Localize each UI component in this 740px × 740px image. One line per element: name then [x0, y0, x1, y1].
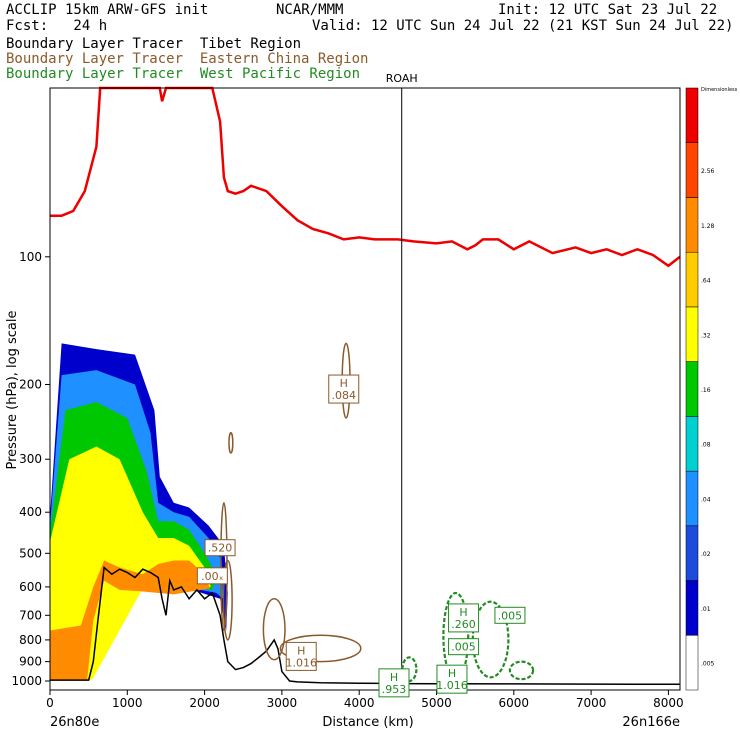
contour-loop-5 — [228, 432, 234, 454]
colorbar-segment-4 — [685, 416, 699, 472]
contour-label-ec-h-lower-line-1: 1.016 — [285, 656, 317, 669]
y-tick-label-4: 500 — [19, 546, 42, 560]
contour-label-box-ec-h-lower — [285, 641, 317, 671]
y-tick-label-2: 300 — [19, 452, 42, 466]
x-tick-label-5: 5000 — [421, 696, 452, 710]
contour-label-wp-005b-line-0: .005 — [451, 641, 476, 654]
colorbar-segment-3 — [685, 470, 699, 527]
x-tick-label-8: 8000 — [653, 696, 684, 710]
contour-loop-2 — [262, 598, 286, 661]
colorbar-label-9: 2.56 — [701, 168, 715, 175]
contour-label-ec-h-upper-line-1: .084 — [331, 389, 356, 402]
colorbar-segment-7 — [685, 251, 699, 308]
start-location-label: 26n80e — [50, 715, 99, 730]
y-tick-label-1: 200 — [19, 378, 42, 392]
x-tick-label-3: 3000 — [267, 696, 298, 710]
header-line1-left: ACCLIP 15km ARW-GFS init — [6, 2, 209, 18]
colorbar-segment-5 — [685, 361, 699, 417]
contour-loop-7 — [471, 600, 510, 679]
colorbar-title: Dimensionless — [701, 87, 738, 93]
contour-label-wp-005a-line-0: .005 — [498, 609, 523, 622]
contour-label-box-wp-005b — [448, 638, 480, 656]
contour-label-box-wp-h-260 — [448, 603, 480, 633]
colorbar: .005 .01 .02 .04 .08 .16 .32 .64 1.28 2.56 Dimensi… — [685, 87, 738, 691]
contour-line-layer — [220, 342, 535, 683]
colorbar-label-5: .16 — [701, 387, 711, 394]
contour-label-box-ec-520 — [204, 539, 236, 557]
tracer-fill-band-4 — [50, 560, 210, 681]
contour-label-wp-h-low-line-0: H — [448, 667, 456, 680]
y-tick-label-5: 600 — [19, 580, 42, 594]
contour-label-ec-00x-line-0: .00ₓ — [201, 570, 223, 583]
series-line-0 — [50, 566, 681, 686]
contour-label-box-ec-00x — [196, 567, 228, 585]
colorbar-label-0: .005 — [701, 661, 715, 668]
y-tick-label-0: 100 — [19, 250, 42, 264]
y-tick-label-9: 1000 — [11, 674, 42, 688]
tracer-fill-layer — [50, 343, 228, 681]
contour-label-box-wp-h-low — [436, 664, 468, 694]
colorbar-segment-6 — [685, 306, 699, 362]
colorbar-segment-1 — [685, 580, 699, 636]
header-line1-right: Init: 12 UTC Sat 23 Jul 22 — [498, 2, 718, 18]
legend-eastern-china: Boundary Layer Tracer Eastern China Regi… — [6, 51, 369, 67]
contour-label-wp-h-953-line-1: .953 — [382, 683, 407, 696]
y-tick-label-7: 800 — [19, 633, 42, 647]
y-tick-label-6: 700 — [19, 608, 42, 622]
series-line-1 — [50, 86, 681, 268]
x-tick-label-7: 7000 — [576, 696, 607, 710]
contour-label-box-ec-h-upper — [328, 374, 360, 404]
contour-label-ec-h-lower-line-0: H — [297, 644, 305, 657]
contour-loop-6 — [442, 591, 470, 681]
plot-frame — [49, 87, 681, 691]
colorbar-label-8: 1.28 — [701, 223, 715, 230]
contour-loop-3 — [279, 634, 362, 663]
colorbar-segment-10 — [685, 87, 699, 143]
contour-loop-8 — [508, 660, 535, 681]
header-line2-left: Fcst: 24 h — [6, 18, 108, 34]
x-tick-label-4: 4000 — [344, 696, 375, 710]
contour-label-ec-h-upper-line-0: H — [340, 377, 348, 390]
y-axis-title: Pressure (hPa), log scale — [5, 311, 20, 470]
colorbar-label-1: .01 — [701, 606, 711, 613]
contour-loop-0 — [220, 502, 228, 632]
colorbar-label-6: .32 — [701, 332, 711, 339]
contour-label-layer: H.084.520.00ₓH1.016H.260.005.005H1.016H.… — [196, 374, 526, 698]
x-tick-label-2: 2000 — [189, 696, 220, 710]
colorbar-segment-8 — [685, 197, 699, 253]
x-tick-label-0: 0 — [46, 696, 54, 710]
contour-label-wp-h-260-line-0: H — [459, 606, 467, 619]
legend-west-pacific: Boundary Layer Tracer West Pacific Regio… — [6, 66, 361, 82]
x-tick-label-6: 6000 — [499, 696, 530, 710]
colorbar-label-3: .04 — [701, 497, 711, 504]
contour-label-wp-h-low-line-1: 1.016 — [436, 679, 468, 692]
y-tick-label-8: 900 — [19, 655, 42, 669]
contour-label-box-wp-005a — [494, 606, 526, 624]
contour-label-box-wp-h-953 — [378, 668, 410, 698]
contour-label-ec-520-line-0: .520 — [208, 542, 233, 555]
colorbar-segment-0 — [685, 635, 699, 691]
colorbar-segment-9 — [685, 142, 699, 198]
x-axis-title: Distance (km) — [322, 715, 413, 730]
x-tick-label-1: 1000 — [112, 696, 143, 710]
axis-layer: ROAH 0 1000 2000 3000 4000 5000 6000 7000 8000 100… — [11, 72, 683, 710]
header-line2-right: Valid: 12 UTC Sun 24 Jul 22 (21 KST Sun … — [312, 18, 734, 34]
legend-tibet: Boundary Layer Tracer Tibet Region — [6, 36, 302, 52]
header-line1-center: NCAR/MMM — [276, 2, 344, 18]
contour-label-wp-h-953-line-0: H — [390, 671, 398, 684]
colorbar-label-2: .02 — [701, 551, 711, 558]
colorbar-label-7: .64 — [701, 278, 711, 285]
vertical-line-label: ROAH — [386, 72, 418, 85]
colorbar-segment-2 — [685, 525, 699, 581]
y-tick-label-3: 400 — [19, 505, 42, 519]
end-location-label: 26n166e — [622, 715, 680, 730]
contour-label-wp-h-260-line-1: .260 — [451, 618, 476, 631]
contour-loop-1 — [222, 559, 233, 641]
colorbar-label-4: .08 — [701, 442, 711, 449]
